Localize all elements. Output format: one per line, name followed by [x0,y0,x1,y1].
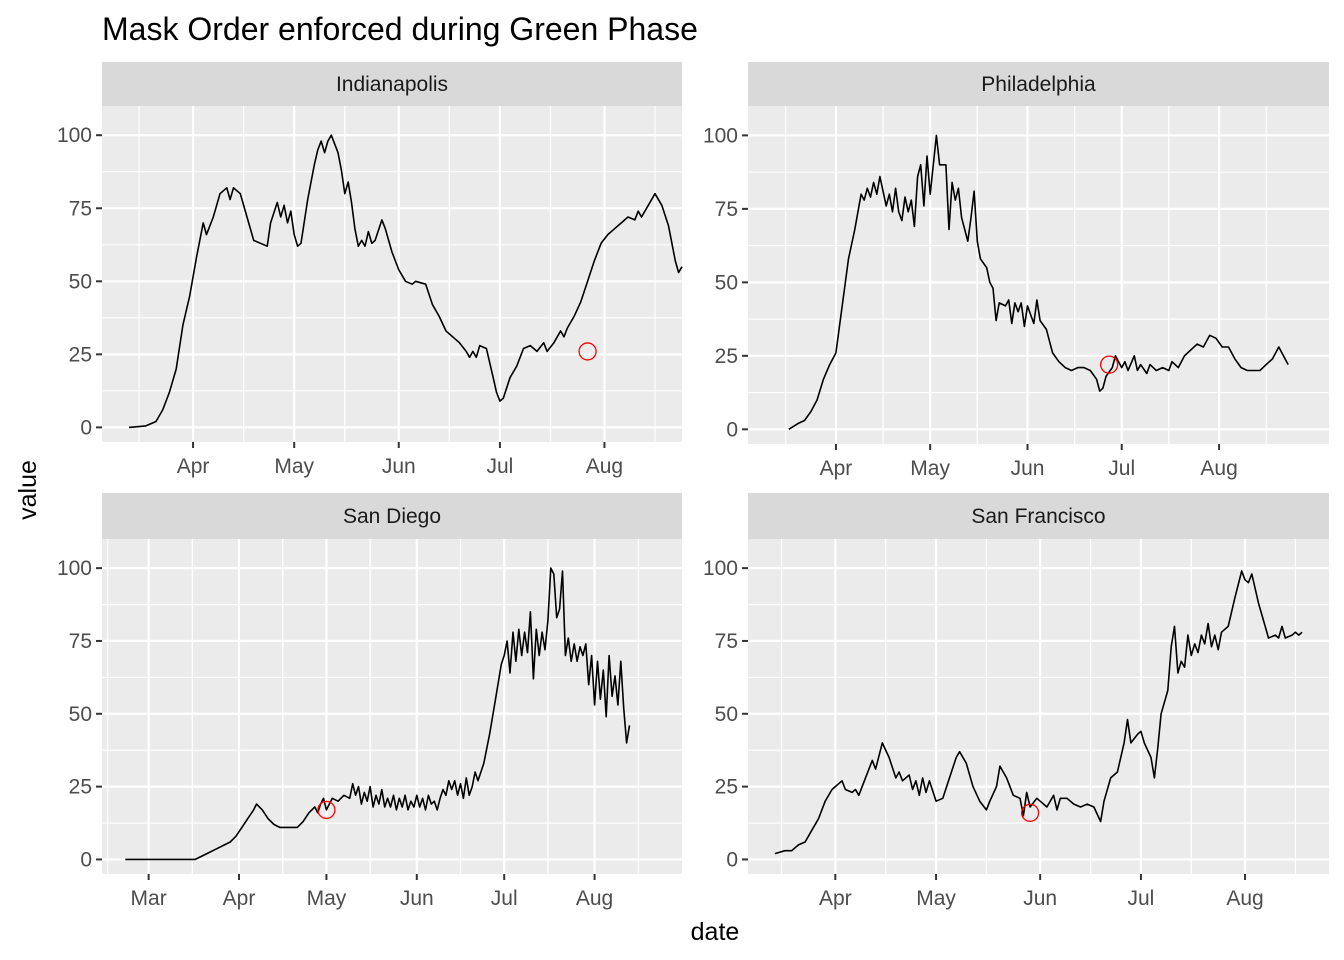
facet-san-francisco: San Francisco 0 25 50 75 100 Apr May Jun Jul Aug [703,493,1329,910]
y-tick-label: 75 [715,198,738,221]
y-axis-title: value [14,460,42,520]
facet-strip-label: San Francisco [971,505,1105,528]
facet-san-diego: San Diego 0 25 50 75 100 Mar Apr May Jun Jul Aug [57,493,682,910]
mask-order-marker [578,342,597,361]
x-tick-label: Apr [177,455,210,478]
x-tick-label: Jul [486,455,513,478]
panel-background [102,539,682,874]
facet-strip-label: San Diego [343,505,441,528]
facet-indianapolis: Indianapolis 0 25 50 75 100 Apr May Jun Jul Aug [57,62,683,478]
y-tick-label: 0 [726,848,738,871]
y-tick-label: 75 [715,630,738,653]
series-line [774,570,1303,855]
x-tick-label: Jun [400,887,434,910]
y-tick-label: 100 [57,124,92,147]
y-tick-label: 0 [80,848,92,871]
x-tick-label: Aug [1200,457,1237,480]
y-tick-label: 75 [69,197,92,220]
y-tick-label: 50 [715,703,738,726]
mask-order-marker [1020,803,1040,822]
x-tick-label: May [274,455,314,478]
y-tick-label: 0 [80,416,92,439]
facet-strip-label: Indianapolis [336,73,448,96]
x-tick-label: Apr [819,887,852,910]
y-tick-label: 100 [57,557,92,580]
y-tick-label: 25 [715,776,738,799]
y-tick-label: 50 [69,703,92,726]
y-tick-label: 0 [726,418,738,441]
y-tick-label: 75 [69,630,92,653]
x-tick-label: May [916,887,956,910]
x-tick-label: Jun [1011,457,1045,480]
x-tick-label: Aug [576,887,613,910]
x-tick-label: Jun [382,455,416,478]
x-tick-label: Apr [223,887,256,910]
series-line [788,134,1289,430]
x-tick-label: Jul [1108,457,1135,480]
mask-order-marker [1100,355,1119,374]
x-tick-label: May [307,887,347,910]
x-tick-label: Jul [491,887,518,910]
facet-strip [748,493,1329,539]
panel-background [748,106,1329,444]
series-line [125,567,631,861]
x-tick-label: Aug [1226,887,1263,910]
x-tick-label: May [910,457,950,480]
facet-strip [748,62,1329,106]
y-tick-label: 25 [69,776,92,799]
y-tick-label: 100 [703,557,738,580]
x-axis-title: date [691,918,740,946]
mask-order-marker [317,800,336,820]
y-tick-label: 50 [715,271,738,294]
facet-philadelphia: Philadelphia 0 25 50 75 100 Apr May Jun Jul Aug [703,62,1329,480]
facet-strip [102,493,682,539]
panel-background [748,539,1329,874]
y-tick-label: 25 [69,343,92,366]
y-tick-label: 50 [69,270,92,293]
facet-strip-label: Philadelphia [981,73,1096,96]
panel-background [102,106,682,442]
y-tick-label: 25 [715,345,738,368]
x-tick-label: Aug [586,455,623,478]
x-tick-label: Jul [1128,887,1155,910]
x-tick-label: Apr [820,457,853,480]
x-tick-label: Jun [1023,887,1057,910]
chart-title: Mask Order enforced during Green Phase [102,11,698,47]
y-tick-label: 100 [703,124,738,147]
facet-strip [102,62,682,106]
x-tick-label: Mar [131,887,167,910]
series-line [128,134,683,429]
